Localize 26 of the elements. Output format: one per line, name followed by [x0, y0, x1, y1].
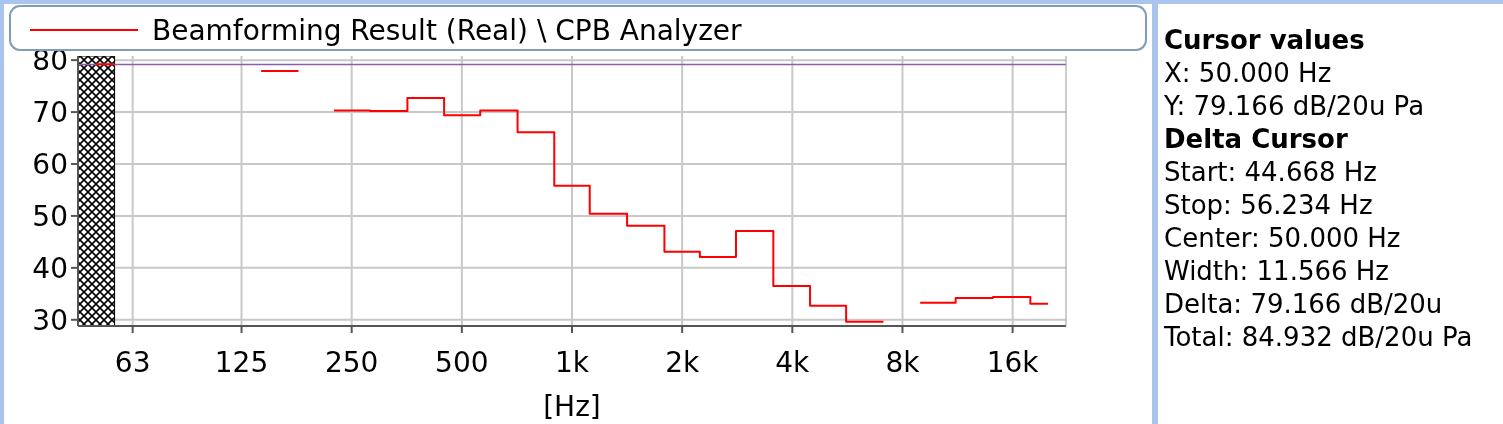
x-axis-title: [Hz] [543, 390, 601, 423]
y-tick-label: 60 [32, 148, 68, 182]
x-tick-label: 63 [114, 346, 151, 379]
x-tick-label: 250 [324, 346, 379, 379]
text: Delta Cursor [1164, 124, 1348, 155]
x-tick-label: 1k [554, 346, 590, 379]
text: Center: 50.000 Hz [1164, 223, 1401, 254]
text: Start: 44.668 Hz [1164, 157, 1377, 188]
text: Width: 11.566 Hz [1164, 256, 1389, 287]
y-tick-label: 70 [32, 96, 68, 130]
x-tick-label: 2k [665, 346, 700, 379]
x-tick-label: 16k [986, 346, 1040, 379]
y-tick-label: 40 [32, 251, 68, 285]
x-tick-label: 500 [435, 346, 489, 379]
y-tick-label: 50 [32, 200, 68, 233]
text: Cursor values [1164, 25, 1365, 56]
legend-label: Beamforming Result (Real) \ CPB Analyzer [152, 14, 743, 48]
x-tick-label: 8k [885, 346, 921, 379]
text: Delta: 79.166 dB/20u [1164, 289, 1443, 320]
text: Stop: 56.234 Hz [1164, 190, 1373, 221]
y-tick-label: 30 [32, 303, 68, 337]
text: X: 50.000 Hz [1164, 58, 1332, 89]
x-tick-label: 125 [214, 346, 269, 379]
text: Total: 84.932 dB/20u Pa [1163, 322, 1473, 353]
x-tick-label: 4k [775, 346, 811, 379]
text: Y: 79.166 dB/20u Pa [1163, 91, 1425, 122]
